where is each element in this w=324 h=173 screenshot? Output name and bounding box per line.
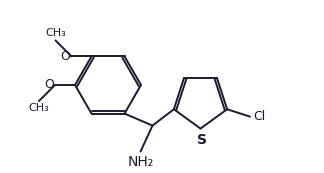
Text: O: O: [44, 79, 54, 92]
Text: CH₃: CH₃: [29, 103, 49, 113]
Text: Cl: Cl: [253, 110, 265, 123]
Text: O: O: [61, 50, 71, 63]
Text: CH₃: CH₃: [45, 28, 66, 38]
Text: S: S: [196, 133, 206, 147]
Text: NH₂: NH₂: [127, 155, 154, 169]
